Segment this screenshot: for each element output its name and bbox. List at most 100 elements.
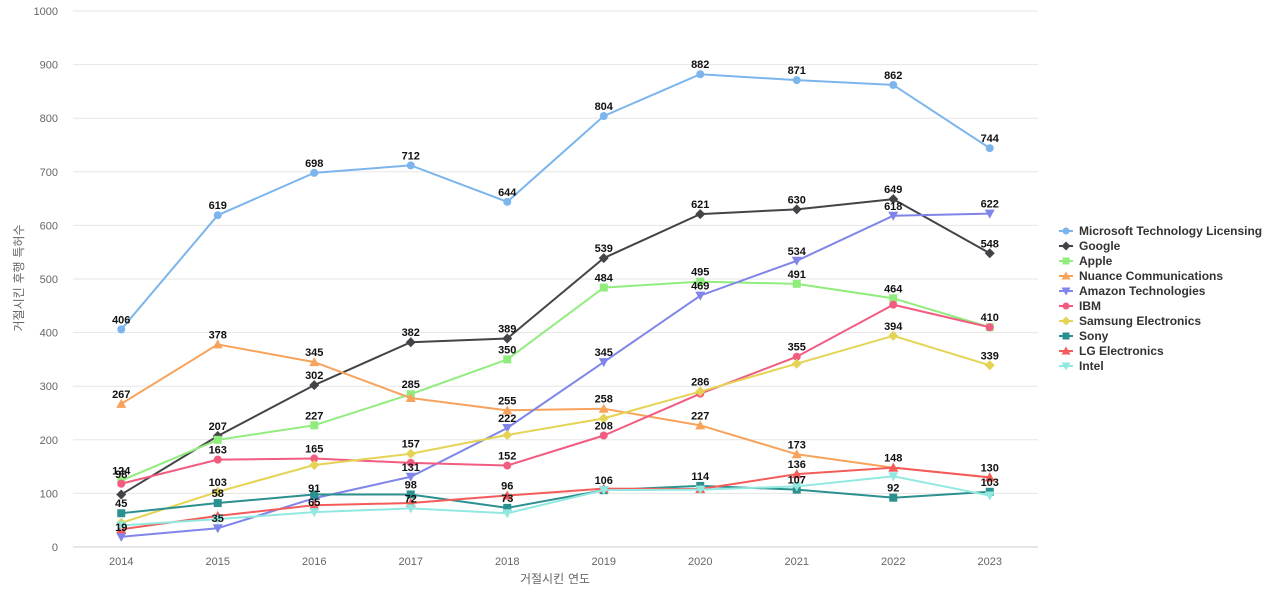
data-label: 862: [884, 70, 902, 82]
data-label: 148: [884, 453, 902, 465]
data-label: 98: [115, 469, 127, 481]
data-point: [889, 80, 898, 89]
data-point: [888, 330, 899, 341]
data-label: 286: [691, 377, 709, 389]
data-point: [599, 112, 608, 121]
legend-label: Intel: [1079, 359, 1104, 373]
series-line: [121, 484, 990, 515]
data-label: 649: [884, 184, 902, 196]
legend-item[interactable]: LG Electronics: [1059, 344, 1164, 358]
data-label: 65: [308, 497, 320, 509]
data-label: 157: [402, 439, 420, 451]
legend-label: Nuance Communications: [1079, 269, 1223, 283]
data-label: 136: [788, 459, 806, 471]
data-label: 378: [209, 329, 227, 341]
data-point: [212, 515, 223, 525]
x-tick-label: 2014: [109, 556, 133, 568]
data-point: [695, 420, 706, 430]
data-point: [792, 279, 801, 288]
legend-label: LG Electronics: [1079, 344, 1164, 358]
data-label: 106: [595, 475, 613, 487]
legend-item[interactable]: Samsung Electronics: [1059, 314, 1201, 328]
series-line: [121, 475, 990, 527]
data-point: [792, 352, 801, 361]
data-label: 103: [209, 477, 227, 489]
data-label: 345: [305, 347, 323, 359]
data-label: 882: [691, 59, 709, 71]
legend-item[interactable]: Apple: [1059, 254, 1113, 268]
data-point: [888, 194, 899, 205]
data-point: [406, 458, 415, 467]
series-line: [120, 73, 991, 331]
data-point: [310, 421, 319, 430]
data-label: 96: [501, 481, 513, 493]
data-label: 464: [884, 283, 903, 295]
data-point: [213, 499, 222, 508]
legend-item[interactable]: Microsoft Technology Licensing: [1059, 224, 1262, 238]
data-point: [117, 479, 126, 488]
legend-item[interactable]: Google: [1059, 239, 1121, 253]
data-label: 73: [501, 493, 513, 505]
x-tick-label: 2015: [206, 556, 230, 568]
legend-marker: [1062, 332, 1070, 340]
legend-item[interactable]: Amazon Technologies: [1059, 284, 1206, 298]
data-point: [213, 211, 222, 220]
data-point: [117, 325, 126, 334]
data-point: [212, 339, 223, 349]
data-label: 744: [981, 133, 1000, 145]
data-point: [791, 469, 802, 479]
data-point: [116, 489, 127, 500]
data-label: 410: [981, 312, 999, 324]
data-label: 339: [981, 350, 999, 362]
legend-marker: [1061, 287, 1071, 296]
legend-label: Microsoft Technology Licensing: [1079, 224, 1262, 238]
y-tick-label: 300: [40, 381, 58, 393]
data-point: [213, 435, 222, 444]
legend-marker: [1061, 316, 1071, 326]
data-point: [695, 485, 706, 495]
data-label: 534: [788, 246, 807, 258]
data-label: 98: [405, 479, 417, 491]
data-point: [792, 76, 801, 85]
legend-item[interactable]: Sony: [1059, 329, 1109, 343]
x-tick-label: 2022: [881, 556, 905, 568]
legend-label: Sony: [1079, 329, 1109, 343]
data-point: [503, 197, 512, 206]
data-point: [502, 405, 513, 415]
x-tick-label: 2016: [302, 556, 326, 568]
data-label: 622: [981, 199, 999, 211]
x-axis-title: 거절시킨 연도: [520, 572, 590, 586]
y-tick-label: 1000: [34, 6, 58, 18]
legend-item[interactable]: IBM: [1059, 299, 1101, 313]
data-label: 124: [112, 466, 131, 478]
data-point: [116, 532, 127, 542]
data-point: [599, 283, 608, 292]
data-labels: 406 619 698 712 644 804 882 871 862 744 207 302 382 3…: [112, 59, 1000, 534]
data-label: 619: [209, 200, 227, 212]
legend-label: Amazon Technologies: [1079, 284, 1206, 298]
legend-item[interactable]: Intel: [1059, 359, 1104, 373]
data-point: [696, 70, 705, 79]
data-point: [985, 144, 994, 153]
data-point: [598, 253, 609, 264]
data-point: [984, 248, 995, 259]
data-point: [212, 524, 223, 534]
data-point: [502, 509, 513, 519]
data-label: 222: [498, 413, 516, 425]
data-label: 871: [788, 65, 806, 77]
data-label: 58: [212, 488, 224, 500]
data-point: [791, 482, 802, 492]
legend-item[interactable]: Nuance Communications: [1059, 269, 1223, 283]
data-point: [889, 294, 898, 303]
data-point: [985, 323, 994, 332]
data-point: [695, 291, 706, 301]
data-point: [598, 403, 609, 413]
data-point: [888, 472, 899, 482]
series-line: [120, 198, 991, 496]
data-label: 548: [981, 238, 999, 250]
data-point: [984, 491, 995, 501]
data-point: [888, 211, 899, 221]
series-group: [117, 300, 994, 488]
data-point: [405, 392, 416, 402]
series-group: [116, 472, 995, 531]
